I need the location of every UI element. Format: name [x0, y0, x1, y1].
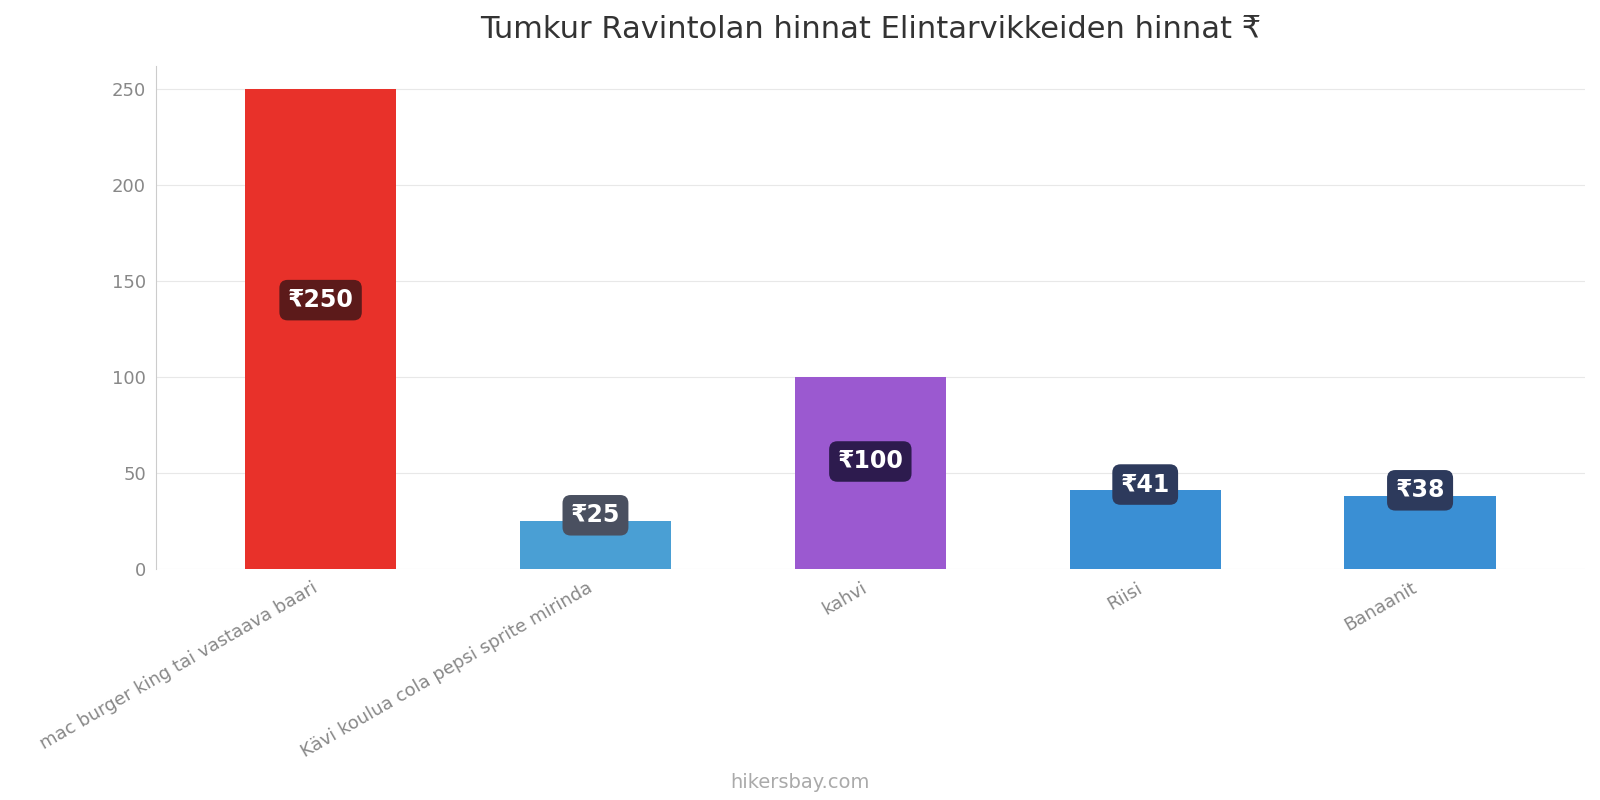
- Bar: [1344, 496, 1496, 569]
- Bar: [1070, 490, 1221, 569]
- Text: ₹41: ₹41: [1120, 473, 1170, 497]
- Text: hikersbay.com: hikersbay.com: [730, 773, 870, 792]
- Text: ₹250: ₹250: [288, 288, 354, 312]
- Bar: [520, 521, 670, 569]
- Text: ₹100: ₹100: [837, 450, 904, 474]
- Title: Tumkur Ravintolan hinnat Elintarvikkeiden hinnat ₹: Tumkur Ravintolan hinnat Elintarvikkeide…: [480, 15, 1261, 44]
- Text: ₹38: ₹38: [1395, 478, 1445, 502]
- Bar: [795, 377, 946, 569]
- Text: ₹25: ₹25: [571, 503, 621, 527]
- Bar: [245, 89, 397, 569]
